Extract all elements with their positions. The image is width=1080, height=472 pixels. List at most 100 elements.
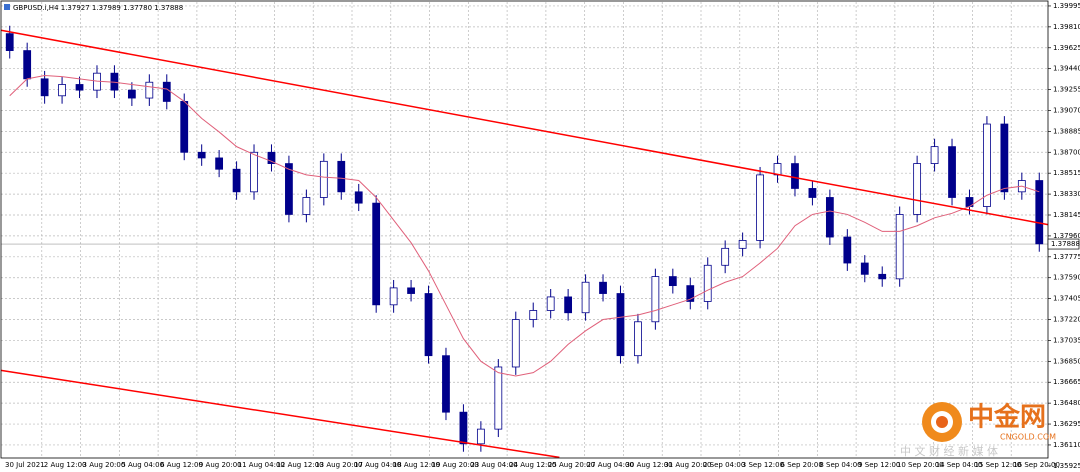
candle-body <box>651 276 660 323</box>
candle-body <box>668 276 677 287</box>
y-tick-label: 1.39625 <box>1053 44 1080 52</box>
candle-body <box>127 89 136 99</box>
x-tick-label: 14 Sep 04:00 <box>936 461 983 469</box>
y-tick-label: 1.36110 <box>1053 441 1080 449</box>
y-tick-label: 1.35925 <box>1053 462 1080 470</box>
y-tick-label: 1.39440 <box>1053 65 1080 73</box>
x-tick-label: 16 Sep 20:00 <box>1013 461 1060 469</box>
candle-body <box>75 84 84 91</box>
x-tick-label: 3 Aug 20:00 <box>83 461 126 469</box>
candle-body <box>1035 180 1044 245</box>
candle-body <box>895 214 904 280</box>
candle-body <box>424 293 433 357</box>
x-tick-label: 15 Sep 12:00 <box>974 461 1021 469</box>
y-tick-label: 1.38885 <box>1053 127 1080 135</box>
candle-body <box>40 78 49 97</box>
candle-body <box>529 310 538 320</box>
logo-core <box>936 416 948 428</box>
candle-body <box>599 281 607 294</box>
x-tick-label: 13 Aug 20:00 <box>315 461 362 469</box>
y-tick-label: 1.36480 <box>1053 399 1080 407</box>
candle-body <box>825 197 834 238</box>
y-tick-label: 1.38145 <box>1053 211 1080 219</box>
candle-body <box>878 273 887 280</box>
x-tick-label: 19 Aug 20:00 <box>432 461 479 469</box>
candle-body <box>616 293 625 357</box>
trendline <box>0 369 560 459</box>
moving-average <box>9 74 1040 377</box>
last-price-label: 1.37888 <box>1051 240 1080 248</box>
trendline <box>0 29 1049 226</box>
candle-body <box>162 81 171 102</box>
candle-body <box>494 366 503 430</box>
last-price-box <box>1047 238 1080 250</box>
x-tick-label: 9 Sep 12:00 <box>858 461 900 469</box>
candle-body <box>860 262 869 275</box>
x-tick-label: 9 Aug 20:00 <box>199 461 242 469</box>
candle-body <box>145 81 154 99</box>
x-tick-label: 12 Aug 12:00 <box>276 461 323 469</box>
candle-body <box>197 151 206 159</box>
candle-body <box>23 50 32 80</box>
candle-body <box>302 197 311 215</box>
plot-frame <box>0 0 1049 459</box>
y-tick-label: 1.39255 <box>1053 86 1080 94</box>
x-tick-label: 30 Jul 2021 <box>5 461 45 469</box>
candle-body <box>634 321 642 357</box>
candle-body <box>756 174 764 241</box>
x-tick-label: 25 Aug 20:00 <box>548 461 595 469</box>
x-tick-label: 6 Aug 12:00 <box>160 461 203 469</box>
x-tick-label: 10 Sep 20:00 <box>897 461 944 469</box>
logo-site: CNGOLD.COM <box>1000 433 1056 442</box>
x-tick-label: 5 Aug 04:00 <box>121 461 164 469</box>
candle-body <box>913 163 922 215</box>
x-tick-label: 2 Aug 12:00 <box>44 461 87 469</box>
candle-body <box>389 287 398 306</box>
x-tick-label: 6 Sep 20:00 <box>781 461 823 469</box>
candle-body <box>564 296 573 314</box>
candle-body <box>250 151 258 193</box>
y-tick-label: 1.38515 <box>1053 169 1080 177</box>
candle-body <box>721 247 730 266</box>
y-tick-label: 1.36295 <box>1053 420 1080 428</box>
candle-body <box>808 188 817 198</box>
y-tick-label: 1.36665 <box>1053 378 1080 386</box>
x-tick-label: 27 Aug 04:00 <box>587 461 634 469</box>
y-tick-label: 1.37775 <box>1053 253 1080 261</box>
y-tick-label: 1.39995 <box>1053 2 1080 10</box>
candle-body <box>232 168 241 193</box>
plot <box>0 25 1049 459</box>
y-tick-label: 1.37960 <box>1053 232 1080 240</box>
x-tick-label: 18 Aug 12:00 <box>393 461 440 469</box>
y-tick-label: 1.37405 <box>1053 295 1080 303</box>
watermark: 中金网 CNGOLD.COM 中 文 财 经 新 媒 体 <box>900 402 1056 459</box>
candle-body <box>843 236 852 264</box>
candle-body <box>442 355 450 413</box>
candle-body <box>180 101 189 153</box>
candle-body <box>948 146 956 198</box>
candle-body <box>546 296 555 311</box>
logo-slogan: 中 文 财 经 新 媒 体 <box>900 444 998 458</box>
candle-body <box>738 240 747 249</box>
y-tick-label: 1.39070 <box>1053 106 1080 114</box>
x-tick-label: 17 Aug 04:00 <box>354 461 401 469</box>
candle-body <box>581 281 590 314</box>
x-tick-label: 24 Aug 12:00 <box>509 461 556 469</box>
candle-body <box>983 123 991 207</box>
candle-body <box>285 163 293 215</box>
y-tick-label: 1.38330 <box>1053 190 1080 198</box>
candle-body <box>703 264 712 302</box>
candle-body <box>267 151 276 164</box>
candle-body <box>337 160 346 193</box>
candle-body <box>319 160 328 198</box>
candle-body <box>215 157 224 170</box>
candle-body <box>58 84 66 97</box>
candle-body <box>1000 123 1009 193</box>
x-tick-label: 23 Aug 04:00 <box>470 461 517 469</box>
candle-body <box>511 319 520 368</box>
x-tick-label: 3 Sep 12:00 <box>742 461 784 469</box>
x-tick-label: 31 Aug 20:00 <box>664 461 711 469</box>
y-tick-label: 1.37035 <box>1053 336 1080 344</box>
x-tick-label: 11 Aug 04:00 <box>238 461 285 469</box>
candle-body <box>354 191 363 204</box>
